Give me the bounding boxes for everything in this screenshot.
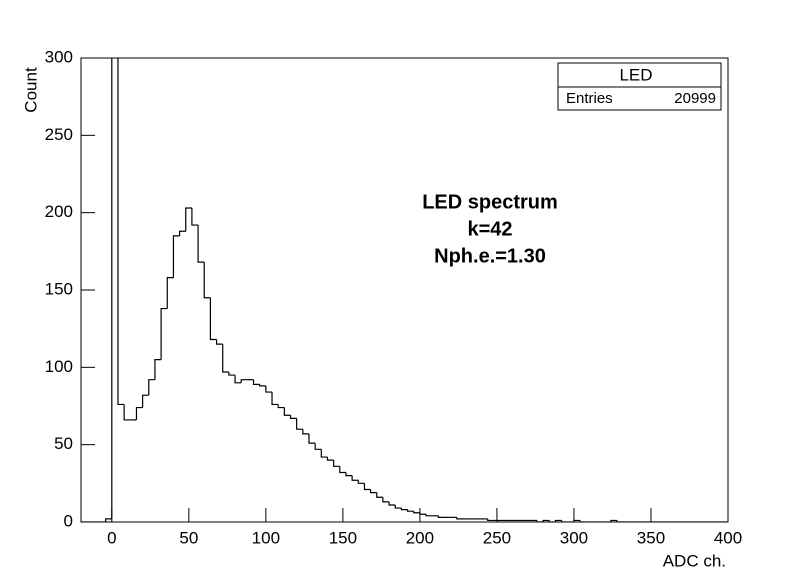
- y-tick-label: 0: [64, 511, 73, 530]
- histogram-bin: [542, 519, 550, 522]
- histogram-bin: [166, 277, 174, 309]
- x-tick-label: 100: [252, 528, 280, 547]
- stats-label: Entries: [566, 90, 613, 107]
- histogram-bin: [400, 508, 408, 511]
- histogram-bin: [185, 207, 192, 232]
- histogram-bin: [456, 517, 464, 520]
- histogram-bin: [419, 512, 427, 515]
- histogram-bin: [345, 472, 353, 477]
- histogram-bin: [437, 515, 445, 518]
- histogram-bin: [222, 344, 229, 373]
- annotation: LED spectrum: [422, 191, 558, 213]
- histogram-bin: [376, 492, 383, 498]
- y-tick-label: 200: [45, 202, 73, 221]
- histogram-bin: [561, 520, 568, 522]
- histogram-bin: [154, 359, 162, 380]
- histogram-bin: [326, 457, 334, 461]
- histogram-bin: [148, 379, 155, 396]
- histogram-bin: [616, 520, 624, 522]
- histogram-bin: [339, 466, 346, 474]
- histogram-bin: [351, 475, 359, 481]
- histogram: [81, 58, 728, 522]
- histogram-bin: [296, 418, 303, 430]
- histogram-bin: [394, 504, 402, 509]
- histogram-bin: [289, 415, 297, 419]
- histogram-bin: [610, 519, 618, 522]
- histogram-bin: [382, 497, 390, 503]
- histogram-bin: [197, 225, 205, 263]
- histogram-bin: [172, 235, 180, 278]
- stats-value: 20999: [674, 90, 716, 107]
- annotation: Nph.e.=1.30: [434, 245, 546, 267]
- y-tick-label: 300: [45, 47, 73, 66]
- frame: [80, 57, 729, 523]
- histogram-bin: [259, 384, 266, 387]
- histogram-bin: [425, 514, 433, 517]
- histogram-bin: [536, 520, 544, 522]
- histogram-bin: [178, 230, 186, 236]
- histogram-bin: [111, 58, 113, 519]
- x-tick-label: 150: [329, 528, 357, 547]
- histogram-bin: [554, 519, 562, 522]
- histogram-bin: [308, 433, 316, 444]
- histogram-bin: [548, 520, 556, 522]
- histogram-bin: [283, 407, 291, 416]
- histogram-bin: [209, 297, 217, 341]
- histogram-bin: [252, 379, 260, 385]
- x-tick-label: 50: [179, 528, 198, 547]
- x-axis-label: ADC ch.: [663, 551, 726, 570]
- y-tick-label: 100: [45, 357, 73, 376]
- histogram-bin: [203, 262, 211, 299]
- histogram-bin: [320, 449, 328, 458]
- y-axis-label: Count: [21, 67, 40, 113]
- histogram-bin: [234, 375, 242, 384]
- x-tick-label: 300: [560, 528, 588, 547]
- y-tick-label: 150: [45, 279, 73, 298]
- histogram-bin: [406, 509, 414, 512]
- histogram-bin: [357, 480, 365, 484]
- histogram-bin: [135, 406, 143, 420]
- histogram-bin: [302, 429, 309, 435]
- histogram-bin: [123, 404, 131, 421]
- histogram-bin: [363, 483, 371, 491]
- histogram-bin: [487, 518, 494, 522]
- histogram-bin: [228, 371, 236, 376]
- y-tick-label: 250: [45, 125, 73, 144]
- histogram-bin: [215, 339, 223, 345]
- histogram-bin: [105, 518, 112, 522]
- annotation: k=42: [467, 218, 512, 240]
- x-tick-label: 350: [637, 528, 665, 547]
- histogram-bin: [413, 511, 420, 514]
- x-tick-label: 200: [406, 528, 434, 547]
- x-tick-label: 0: [107, 528, 116, 547]
- x-tick-label: 250: [483, 528, 511, 547]
- histogram-bin: [370, 489, 377, 494]
- histogram-bin: [240, 379, 248, 383]
- histogram-bin: [117, 58, 125, 406]
- x-tick-label: 400: [714, 528, 742, 547]
- histogram-bin: [333, 460, 340, 467]
- histogram-bin: [265, 385, 273, 393]
- y-tick-label: 50: [54, 434, 73, 453]
- histogram-bin: [388, 501, 396, 506]
- histogram-bin: [314, 443, 322, 450]
- stats-title: LED: [619, 65, 652, 84]
- histogram-bin: [579, 520, 587, 522]
- histogram-bin: [142, 394, 149, 408]
- histogram-bin: [160, 307, 168, 360]
- histogram-bin: [271, 392, 279, 406]
- histogram-bin: [277, 404, 285, 409]
- histogram-bin: [191, 208, 199, 226]
